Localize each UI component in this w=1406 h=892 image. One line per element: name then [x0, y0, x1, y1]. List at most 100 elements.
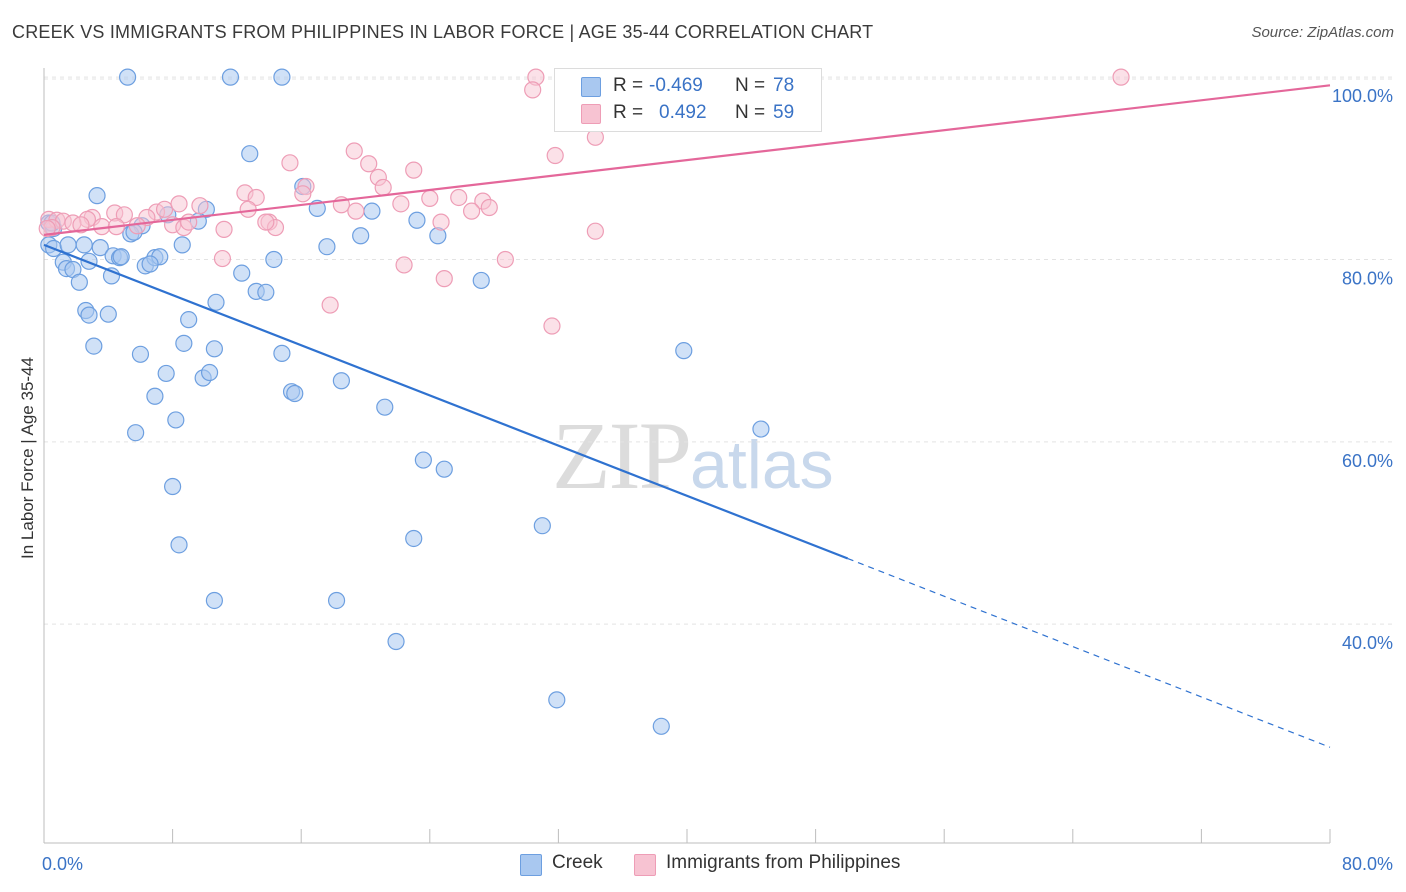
philippines-trend-line — [43, 84, 1331, 236]
axes — [43, 68, 1331, 844]
x-tick-label: 80.0% — [1342, 854, 1393, 874]
philippines-point — [374, 178, 392, 197]
creek-r-value: -0.469 — [649, 75, 703, 96]
creek-point — [85, 337, 103, 355]
philippines-point — [72, 216, 90, 234]
philippines-point — [360, 155, 378, 173]
creek-legend-label: Creek — [552, 852, 603, 873]
trend-lines — [43, 84, 1331, 748]
creek-point — [327, 591, 346, 610]
philippines-points — [38, 68, 1130, 335]
philippines-point — [294, 185, 312, 203]
creek-point — [318, 238, 336, 256]
philippines-point — [38, 219, 56, 238]
creek-point — [265, 250, 283, 269]
creek-point — [273, 68, 291, 86]
philippines-point — [586, 222, 604, 240]
philippines-point — [347, 202, 365, 220]
creek-point — [363, 202, 381, 220]
creek-legend-swatch — [520, 854, 542, 876]
philippines-point — [213, 249, 232, 268]
creek-point — [387, 632, 405, 651]
y-tick-label: 40.0% — [1342, 633, 1393, 653]
philippines-point — [543, 317, 561, 335]
philippines-r-label: R = — [613, 102, 644, 123]
creek-point — [408, 211, 426, 229]
creek-point — [435, 460, 453, 478]
creek-point — [205, 340, 223, 358]
philippines-legend-swatch — [634, 854, 656, 876]
creek-point — [675, 342, 693, 360]
philippines-r-value: 0.492 — [659, 102, 707, 123]
creek-point — [414, 451, 432, 469]
y-tick-label: 60.0% — [1342, 451, 1393, 471]
philippines-n-label: N = — [735, 102, 766, 123]
philippines-point — [496, 250, 514, 269]
creek-point — [221, 68, 240, 86]
philippines-point — [524, 81, 542, 99]
philippines-point — [405, 161, 423, 179]
philippines-n-value: 59 — [773, 102, 795, 123]
philippines-point — [1112, 68, 1130, 86]
philippines-swatch — [581, 104, 601, 124]
philippines-point — [546, 146, 564, 165]
philippines-point — [215, 220, 233, 238]
creek-n-value: 78 — [773, 75, 795, 96]
zipatlas-watermark: ZIPatlas — [552, 400, 834, 511]
creek-point — [75, 236, 93, 254]
philippines-point — [191, 197, 209, 215]
philippines-point — [435, 270, 453, 288]
philippines-point — [170, 195, 188, 213]
watermark-atlas: atlas — [690, 427, 834, 503]
source-label: Source: ZipAtlas.com — [1251, 24, 1394, 41]
creek-trend-line — [43, 243, 849, 560]
creek-point — [146, 387, 164, 405]
creek-point — [88, 187, 106, 205]
creek-point — [405, 529, 423, 548]
creek-point — [80, 306, 98, 324]
philippines-point — [257, 213, 275, 231]
creek-point — [752, 420, 770, 438]
creek-point — [241, 145, 259, 163]
creek-point — [131, 345, 150, 363]
creek-point — [332, 372, 350, 390]
creek-swatch — [581, 77, 601, 97]
creek-trend-extension — [847, 557, 1331, 748]
creek-point — [352, 227, 370, 245]
correlation-legend: R = -0.469 N = 78 R = 0.492 N = 59 — [554, 68, 822, 132]
creek-point — [112, 248, 130, 266]
creek-point — [180, 311, 198, 329]
philippines-point — [247, 188, 265, 207]
philippines-point — [155, 200, 174, 218]
philippines-point — [421, 189, 439, 207]
creek-point — [257, 283, 275, 301]
creek-point — [164, 477, 182, 496]
philippines-point — [432, 213, 450, 231]
creek-point — [157, 364, 175, 383]
philippines-point — [392, 195, 410, 213]
creek-point — [127, 424, 145, 442]
watermark-zip: ZIP — [552, 402, 692, 509]
philippines-point — [345, 142, 363, 160]
creek-point — [472, 271, 490, 290]
chart-title: CREEK VS IMMIGRANTS FROM PHILIPPINES IN … — [12, 22, 874, 42]
x-tick-label: 0.0% — [42, 854, 83, 874]
creek-point — [533, 517, 551, 535]
creek-point — [99, 305, 117, 323]
creek-point — [376, 398, 394, 416]
philippines-point — [450, 188, 468, 207]
y-tick-label: 100.0% — [1332, 86, 1393, 106]
creek-points — [40, 68, 770, 735]
creek-point — [173, 236, 191, 254]
creek-point — [233, 264, 251, 282]
creek-point — [170, 536, 188, 554]
creek-point — [167, 411, 185, 429]
creek-point — [273, 344, 291, 362]
philippines-point — [115, 206, 133, 224]
tick-labels: 40.0% 60.0% 80.0% 100.0% 0.0% 80.0% — [42, 86, 1393, 874]
creek-point — [548, 691, 566, 709]
creek-point — [70, 273, 88, 291]
creek-point — [207, 293, 225, 311]
series-legend: Creek Immigrants from Philippines — [0, 852, 1406, 876]
philippines-point — [395, 256, 413, 274]
